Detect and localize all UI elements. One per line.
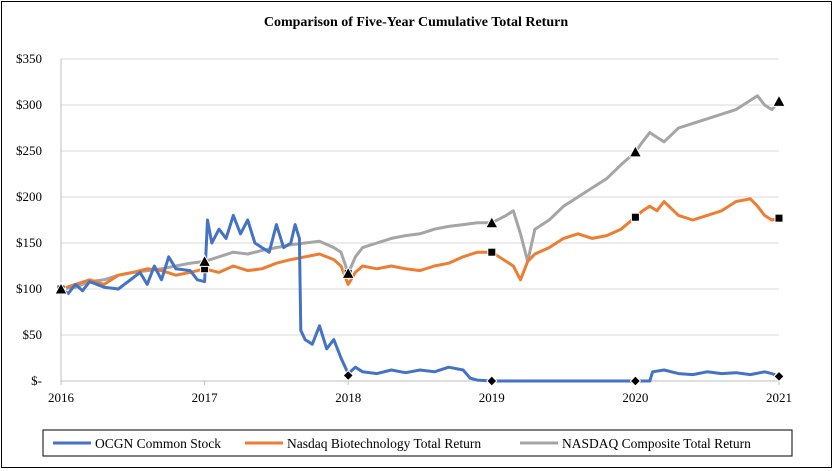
legend-box	[42, 429, 793, 457]
y-tick-label: $300	[16, 97, 42, 112]
series-line-nasdaq-biotech	[60, 197, 780, 291]
marker-nasdaq-biotech	[487, 247, 497, 257]
x-tick-label: 2019	[479, 390, 505, 405]
legend-label-nasdaq-biotech: Nasdaq Biotechnology Total Return	[287, 436, 481, 451]
series-lines	[60, 94, 781, 383]
chart-title: Comparison of Five-Year Cumulative Total…	[264, 15, 568, 30]
gridlines	[61, 58, 779, 336]
marker-ocgn	[342, 369, 354, 382]
series-line-nasdaq-composite	[60, 94, 781, 291]
marker-nasdaq-composite	[772, 94, 786, 107]
marker-ocgn	[629, 375, 642, 387]
marker-nasdaq-composite	[197, 254, 212, 267]
marker-nasdaq-composite	[628, 144, 643, 158]
x-tick-label: 2021	[766, 390, 792, 405]
marker-ocgn	[486, 375, 498, 387]
marker-nasdaq-composite	[341, 266, 356, 279]
y-tick-label: $50	[23, 327, 43, 342]
legend-item-ocgn: OCGN Common Stock	[53, 436, 221, 451]
marker-nasdaq-composite	[54, 281, 68, 295]
x-tick-label: 2018	[335, 390, 361, 405]
y-tick-label: $250	[16, 143, 42, 158]
y-tick-label: $150	[16, 235, 42, 250]
marker-nasdaq-composite	[484, 215, 499, 229]
x-tick-label: 2017	[192, 390, 219, 405]
y-tick-label: $200	[16, 189, 42, 204]
marker-nasdaq-biotech	[774, 213, 784, 223]
legend-label-ocgn: OCGN Common Stock	[95, 436, 221, 451]
y-tick-labels: $- $50 $100 $150 $200 $250 $300 $350	[16, 51, 42, 388]
y-tick-label: $-	[31, 373, 42, 388]
x-tick-label: 2016	[48, 390, 75, 405]
x-tick-label: 2020	[622, 390, 648, 405]
marker-ocgn	[773, 370, 785, 383]
legend-item-nasdaq-biotech: Nasdaq Biotechnology Total Return	[245, 436, 481, 451]
legend: OCGN Common Stock Nasdaq Biotechnology T…	[42, 429, 793, 457]
series-line-ocgn	[60, 213, 780, 383]
y-tick-label: $350	[16, 51, 42, 66]
x-tick-labels: 2016 2017 2018 2019 2020 2021	[48, 390, 792, 405]
legend-item-nasdaq-composite: NASDAQ Composite Total Return	[520, 436, 751, 451]
axes	[60, 59, 780, 385]
marker-nasdaq-biotech	[630, 212, 640, 222]
legend-label-nasdaq-composite: NASDAQ Composite Total Return	[562, 436, 751, 451]
series-markers	[54, 94, 786, 387]
y-tick-label: $100	[16, 281, 42, 296]
